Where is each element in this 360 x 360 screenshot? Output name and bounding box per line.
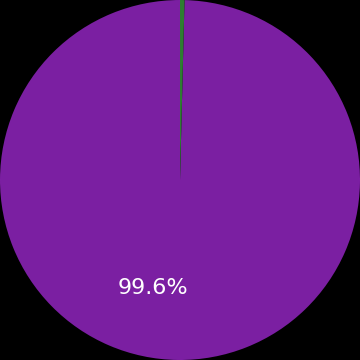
Wedge shape — [180, 0, 185, 180]
Text: 99.6%: 99.6% — [118, 278, 188, 298]
